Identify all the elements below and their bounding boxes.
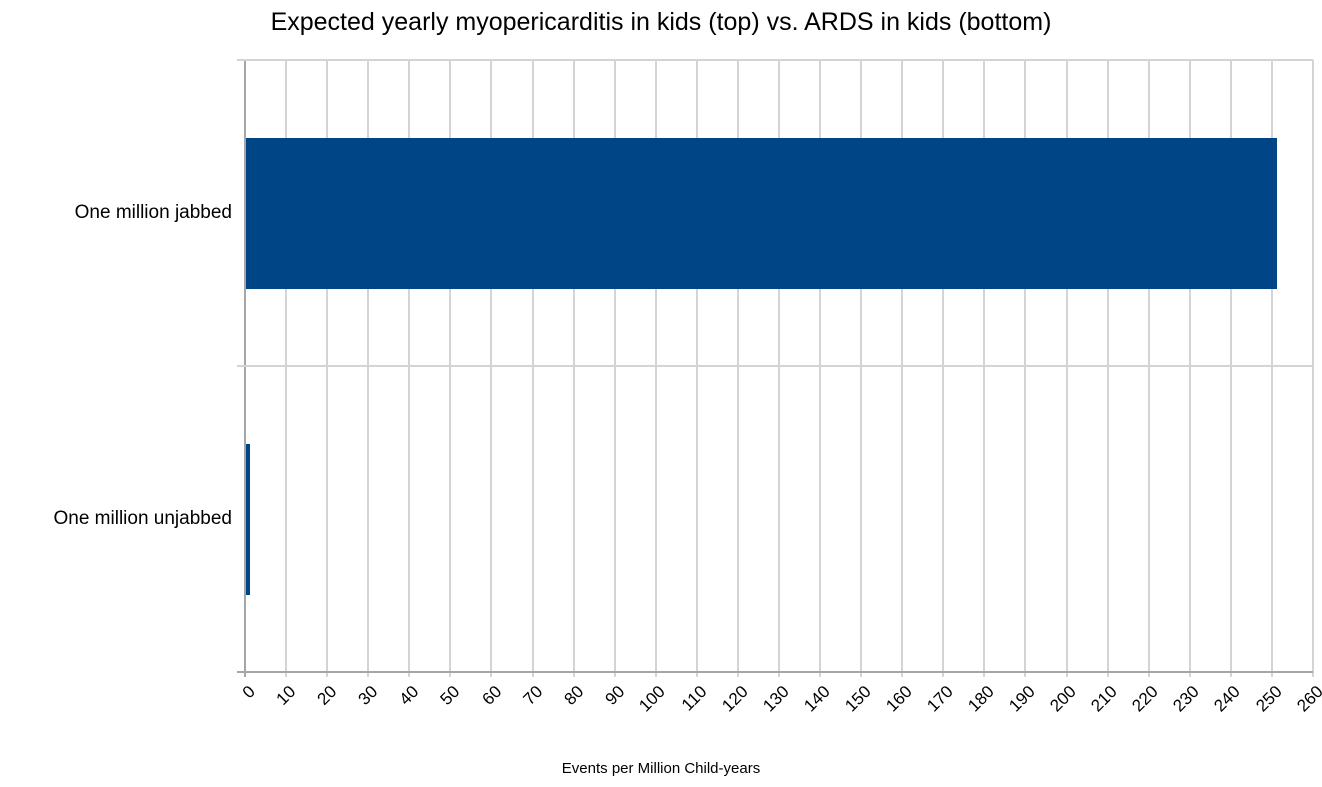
x-tick-label: 20 <box>313 682 341 709</box>
gridline <box>778 60 780 677</box>
x-tick-label: 160 <box>882 682 916 716</box>
gridline <box>860 60 863 677</box>
x-tick-label: 220 <box>1128 682 1163 716</box>
x-tick-label: 50 <box>437 682 464 709</box>
x-tick-label: 60 <box>478 682 505 709</box>
x-tick-label: 260 <box>1292 682 1322 716</box>
category-boundary-line <box>237 59 1313 61</box>
gridline <box>819 60 822 677</box>
gridline <box>326 60 329 677</box>
gridline <box>1065 60 1068 677</box>
category-axis-line <box>244 60 246 677</box>
gridline <box>1106 60 1109 677</box>
x-tick-label: 210 <box>1087 682 1122 716</box>
x-tick-label: 140 <box>800 682 834 716</box>
x-tick-label: 180 <box>964 682 998 716</box>
gridline <box>983 60 986 677</box>
x-tick-label: 10 <box>272 682 300 709</box>
gridline <box>1312 60 1314 677</box>
x-axis-title: Events per Million Child-years <box>561 760 761 777</box>
value-axis-tick-labels: 0 10 20 30 40 50 60 70 80 90 100 110 120 130 140 150 160… <box>238 672 1322 757</box>
gridline <box>490 60 493 677</box>
gridline <box>1147 60 1150 677</box>
value-axis-line <box>237 671 1313 673</box>
x-tick-label: 120 <box>717 682 752 716</box>
gridline <box>695 60 698 677</box>
gridline <box>1270 60 1273 677</box>
x-tick-label: 80 <box>560 682 588 709</box>
plot-area <box>237 59 1314 677</box>
gridline <box>942 60 945 677</box>
x-tick-label: 200 <box>1046 682 1080 716</box>
x-tick-label: 30 <box>354 682 382 709</box>
gridline <box>285 60 288 677</box>
gridline <box>1229 60 1232 677</box>
gridline <box>408 60 411 677</box>
category-label: One million unjabbed <box>53 508 232 529</box>
chart-title: Expected yearly myopericarditis in kids … <box>270 8 1052 36</box>
category-axis-labels: One million jabbed One million unjabbed <box>0 60 237 672</box>
gridline <box>572 60 575 677</box>
x-tick-label: 190 <box>1005 682 1039 716</box>
gridline <box>654 60 657 677</box>
gridline <box>613 60 616 677</box>
bar <box>246 137 1278 289</box>
x-tick-label: 100 <box>635 682 670 716</box>
gridline <box>531 60 534 677</box>
x-tick-label: 250 <box>1251 682 1286 716</box>
x-tick-label: 40 <box>395 682 423 709</box>
bar <box>246 443 251 595</box>
gridline <box>736 60 739 677</box>
x-tick-label: 70 <box>519 682 546 709</box>
gridline <box>367 60 370 677</box>
x-tick-label: 240 <box>1210 682 1245 716</box>
gridline <box>449 60 452 677</box>
gridline <box>1024 60 1027 677</box>
x-tick-label: 170 <box>923 682 957 716</box>
category-boundary-line <box>237 365 1313 367</box>
gridline <box>1188 60 1191 677</box>
x-tick-label: 90 <box>601 682 629 709</box>
x-tick-label: 150 <box>841 682 875 716</box>
x-tick-label: 110 <box>677 682 711 715</box>
x-tick-label: 0 <box>238 682 259 703</box>
x-tick-label: 130 <box>758 682 793 716</box>
gridline <box>901 60 904 677</box>
category-label: One million jabbed <box>74 202 232 223</box>
x-tick-label: 230 <box>1169 682 1204 716</box>
